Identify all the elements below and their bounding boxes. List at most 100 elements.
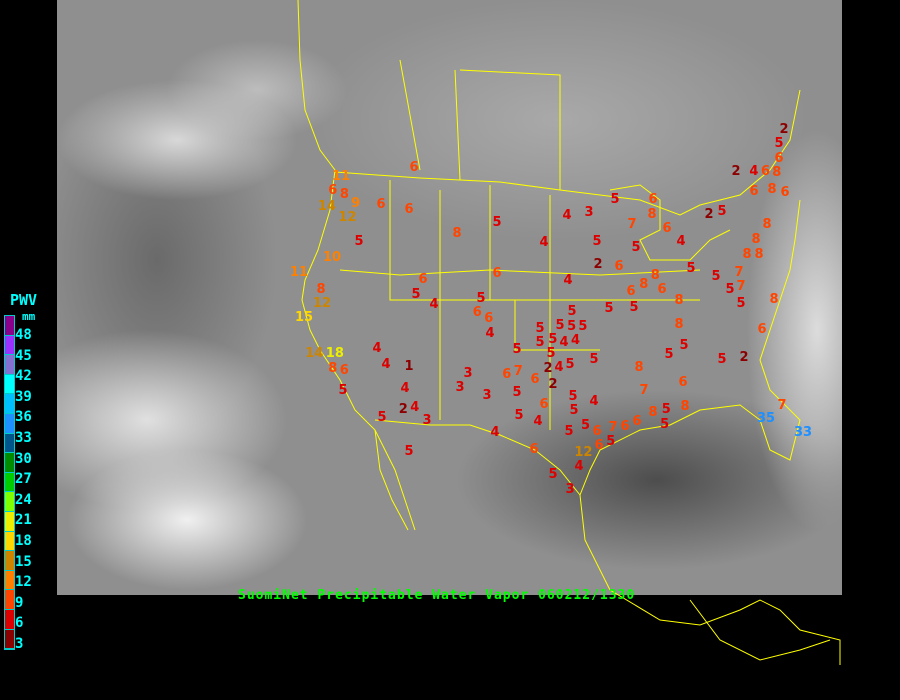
map-title: SuomiNet Precipitable Water Vapor 060212… bbox=[238, 588, 636, 603]
satellite-water-vapor-image bbox=[57, 0, 842, 595]
station-pwv-value: 5 bbox=[512, 385, 522, 400]
station-pwv-value: 6 bbox=[492, 266, 502, 281]
color-scale-segment bbox=[5, 609, 14, 630]
station-pwv-value: 7 bbox=[736, 279, 746, 295]
station-pwv-value: 2 bbox=[731, 164, 741, 179]
station-pwv-value: 5 bbox=[535, 335, 545, 351]
station-pwv-value: 3 bbox=[422, 413, 432, 428]
color-scale-segment bbox=[5, 355, 14, 375]
mexico-coast bbox=[579, 494, 841, 665]
station-pwv-value: 5 bbox=[679, 338, 689, 353]
gulf-coast bbox=[579, 199, 801, 496]
station-pwv-value: 8 bbox=[639, 277, 649, 292]
station-pwv-value: 8 bbox=[647, 206, 657, 222]
station-pwv-value: 4 bbox=[676, 234, 686, 249]
station-pwv-value: 5 bbox=[567, 318, 577, 334]
station-pwv-value: 5 bbox=[581, 418, 591, 433]
station-pwv-value: 2 bbox=[543, 360, 553, 376]
color-scale-tick-label: 12 bbox=[15, 574, 32, 591]
station-pwv-value: 8 bbox=[634, 360, 644, 375]
station-pwv-value: 4 bbox=[485, 325, 495, 341]
station-pwv-value: 4 bbox=[400, 381, 410, 396]
legend-unit: mm bbox=[22, 310, 36, 323]
station-pwv-value: 8 bbox=[452, 226, 462, 241]
station-pwv-value: 10 bbox=[323, 250, 342, 265]
west-coastline bbox=[297, 0, 416, 531]
station-pwv-value: 4 bbox=[563, 273, 573, 288]
color-scale-bar bbox=[4, 315, 15, 651]
station-pwv-value: 3 bbox=[463, 365, 473, 381]
station-pwv-value: 5 bbox=[604, 301, 614, 316]
station-pwv-value: 12 bbox=[313, 295, 332, 311]
station-pwv-value: 6 bbox=[530, 372, 540, 387]
station-pwv-value: 5 bbox=[717, 352, 727, 367]
station-pwv-value: 2 bbox=[593, 257, 603, 272]
station-pwv-value: 11 bbox=[332, 168, 351, 184]
color-scale-tick-label: 45 bbox=[15, 347, 32, 364]
station-pwv-value: 6 bbox=[749, 184, 759, 199]
station-pwv-value: 6 bbox=[529, 442, 539, 457]
station-pwv-value: 2 bbox=[548, 377, 558, 392]
station-pwv-value: 8 bbox=[751, 232, 761, 248]
station-pwv-value: 6 bbox=[594, 438, 604, 454]
station-pwv-value: 6 bbox=[662, 221, 672, 236]
station-pwv-value: 5 bbox=[589, 352, 599, 367]
station-pwv-value: 4 bbox=[429, 297, 439, 312]
color-scale-segment bbox=[5, 316, 14, 336]
station-pwv-value: 4 bbox=[749, 164, 759, 179]
canada-lines bbox=[399, 59, 561, 190]
color-scale-tick-label: 27 bbox=[15, 471, 32, 488]
color-scale-tick-label: 21 bbox=[15, 512, 32, 529]
station-pwv-value: 4 bbox=[410, 400, 420, 415]
station-pwv-value: 1 bbox=[404, 359, 414, 374]
station-pwv-value: 11 bbox=[290, 265, 309, 280]
station-pwv-value: 6 bbox=[632, 414, 642, 429]
color-scale-tick-label: 30 bbox=[15, 450, 32, 467]
station-pwv-value: 8 bbox=[680, 399, 690, 414]
color-scale-tick-label: 3 bbox=[15, 636, 24, 652]
great-lakes bbox=[609, 184, 731, 261]
station-pwv-value: 8 bbox=[674, 317, 684, 332]
station-pwv-value: 6 bbox=[757, 322, 767, 337]
station-pwv-value: 7 bbox=[513, 364, 523, 379]
station-pwv-value: 4 bbox=[589, 394, 599, 409]
color-scale-segment bbox=[5, 570, 14, 591]
color-scale-tick-label: 18 bbox=[15, 533, 32, 549]
station-pwv-value: 6 bbox=[780, 185, 790, 200]
station-pwv-value: 7 bbox=[608, 420, 618, 435]
station-pwv-value: 5 bbox=[717, 204, 727, 219]
station-pwv-value: 5 bbox=[567, 303, 577, 319]
station-pwv-value: 6 bbox=[539, 397, 549, 412]
station-pwv-value: 5 bbox=[610, 192, 620, 207]
color-scale-segment bbox=[5, 629, 14, 650]
station-pwv-value: 15 bbox=[295, 310, 314, 326]
station-pwv-value: 5 bbox=[736, 296, 746, 311]
station-pwv-value: 5 bbox=[338, 383, 348, 398]
station-pwv-value: 4 bbox=[381, 357, 391, 372]
station-pwv-value: 9 bbox=[351, 195, 361, 211]
color-scale-segment bbox=[5, 335, 14, 356]
color-scale-tick-label: 33 bbox=[15, 430, 32, 446]
station-pwv-value: 5 bbox=[725, 282, 735, 297]
station-pwv-value: 12 bbox=[574, 445, 593, 460]
station-pwv-value: 6 bbox=[484, 311, 494, 327]
station-pwv-value: 6 bbox=[418, 272, 428, 287]
station-pwv-value: 6 bbox=[626, 284, 636, 299]
station-pwv-value: 2 bbox=[779, 122, 789, 137]
station-pwv-value: 5 bbox=[592, 234, 602, 249]
station-pwv-value: 4 bbox=[574, 459, 584, 474]
station-pwv-value: 5 bbox=[711, 269, 721, 284]
station-pwv-value: 5 bbox=[411, 287, 421, 302]
station-pwv-value: 6 bbox=[592, 423, 602, 439]
station-pwv-value: 5 bbox=[578, 318, 588, 334]
station-pwv-value: 14 bbox=[317, 199, 336, 214]
station-pwv-value: 14 bbox=[305, 346, 324, 361]
station-pwv-value: 12 bbox=[338, 210, 357, 226]
station-pwv-value: 5 bbox=[512, 342, 522, 357]
color-scale-tick-label: 36 bbox=[15, 409, 32, 426]
station-pwv-value: 33 bbox=[794, 425, 813, 440]
station-pwv-value: 3 bbox=[584, 205, 594, 220]
station-pwv-value: 5 bbox=[492, 215, 502, 230]
